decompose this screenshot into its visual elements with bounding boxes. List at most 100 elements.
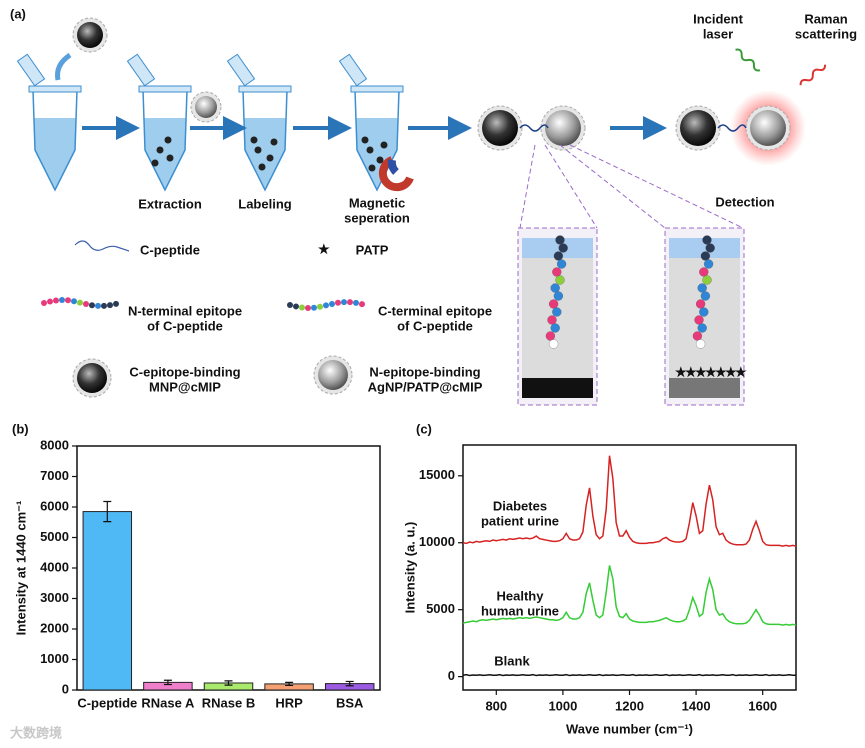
- x-tick-label: RNase B: [202, 695, 255, 710]
- particle: [258, 163, 266, 171]
- y-tick-label: 0: [448, 668, 455, 683]
- legend-bead: [341, 299, 347, 306]
- legend-bead: [101, 302, 107, 309]
- particle: [380, 141, 388, 149]
- x-axis-label: Wave number (cm⁻¹): [566, 721, 693, 736]
- mnp: [680, 110, 716, 146]
- spectrum-line: [462, 565, 797, 626]
- legend-bead: [353, 299, 359, 306]
- bead: [548, 299, 559, 309]
- y-axis-label: Intensity (a. u.): [402, 522, 417, 614]
- panel-label: (c): [416, 421, 432, 436]
- agnp: [750, 110, 786, 146]
- x-tick-label: 800: [485, 698, 507, 713]
- tube-liquid: [34, 118, 76, 190]
- legend-bead: [329, 300, 335, 307]
- peptide-link: [717, 124, 747, 132]
- schematic-label: MNP@cMIP: [149, 379, 221, 394]
- bead: [700, 251, 711, 261]
- particle: [361, 136, 369, 144]
- bead: [550, 323, 560, 333]
- particle: [366, 146, 374, 154]
- star-mark: ★: [685, 364, 697, 379]
- x-tick-label: 1200: [615, 698, 644, 713]
- x-tick-label: RNase A: [141, 695, 195, 710]
- legend-bead: [83, 301, 89, 308]
- tube-cap: [16, 53, 46, 87]
- schematic-label: Labeling: [238, 196, 292, 211]
- schematic-label: Extraction: [138, 196, 202, 211]
- star-mark: ★: [725, 364, 737, 379]
- mnp: [77, 22, 103, 48]
- legend-bead: [335, 299, 341, 306]
- tube-cap: [226, 53, 256, 87]
- magnet: [378, 156, 414, 192]
- bead: [555, 235, 565, 245]
- particle: [376, 156, 384, 164]
- bead: [692, 331, 703, 341]
- tube-cap: [126, 53, 156, 87]
- y-tick-label: 15000: [419, 467, 455, 482]
- schematic-label: Detection: [715, 194, 774, 209]
- spectrum-line: [462, 455, 797, 547]
- legend-bead: [89, 302, 95, 309]
- tube-rim: [350, 85, 404, 93]
- x-tick-label: 1000: [548, 698, 577, 713]
- raman-out: [799, 64, 827, 86]
- star-mark: ★: [735, 364, 747, 379]
- inset-top: [522, 238, 593, 258]
- schematic-label: PATP: [356, 242, 389, 257]
- legend-bead: [305, 304, 311, 311]
- legend-bead: [311, 304, 317, 311]
- x-tick-label: HRP: [275, 695, 303, 710]
- schematic-label: C-peptide: [140, 242, 200, 257]
- schematic-label: Magnetic: [349, 195, 405, 210]
- x-tick-label: BSA: [336, 695, 364, 710]
- legend-peptide: [74, 240, 130, 252]
- bead: [699, 307, 709, 317]
- schematic-label: Raman: [804, 11, 847, 26]
- legend-bead: [53, 297, 59, 304]
- legend-bead: [347, 299, 353, 306]
- x-tick-label: C-peptide: [77, 695, 137, 710]
- particle: [250, 136, 258, 144]
- tube-rim: [138, 85, 192, 93]
- bead: [553, 251, 564, 261]
- schematic-label: seperation: [344, 210, 410, 225]
- error-bar: [103, 500, 112, 523]
- legend-bead: [59, 297, 65, 304]
- annotation: Blank: [494, 653, 530, 668]
- bead: [702, 275, 712, 285]
- y-tick-label: 8000: [40, 437, 69, 452]
- error-bar: [345, 680, 354, 687]
- legend-bead: [359, 301, 365, 308]
- legend-bead: [47, 298, 53, 305]
- annotation: Healthy: [497, 588, 545, 603]
- particle: [254, 146, 262, 154]
- tube-rim: [238, 85, 292, 93]
- inset-top: [669, 238, 740, 258]
- bead: [705, 243, 715, 253]
- panel-label: (a): [10, 6, 26, 21]
- bead: [700, 291, 711, 301]
- star-mark: ★: [715, 364, 727, 379]
- mnp: [482, 110, 518, 146]
- curved-arrow: [55, 52, 72, 81]
- schematic-label: Incident: [693, 11, 744, 26]
- particle: [266, 154, 274, 162]
- inset-base: [669, 378, 740, 398]
- schematic-label: of C-peptide: [147, 318, 223, 333]
- agnp: [545, 110, 581, 146]
- tube-liquid: [244, 118, 286, 190]
- x-tick-label: 1600: [748, 698, 777, 713]
- bead: [699, 267, 709, 277]
- y-tick-label: 5000: [40, 529, 69, 544]
- schematic-label: AgNP/PATP@cMIP: [368, 379, 483, 394]
- particle: [166, 154, 174, 162]
- bar: [82, 511, 133, 691]
- annotation: Diabetes: [493, 498, 547, 513]
- x-tick-label: 1400: [682, 698, 711, 713]
- bead: [548, 339, 559, 349]
- bead: [702, 235, 712, 245]
